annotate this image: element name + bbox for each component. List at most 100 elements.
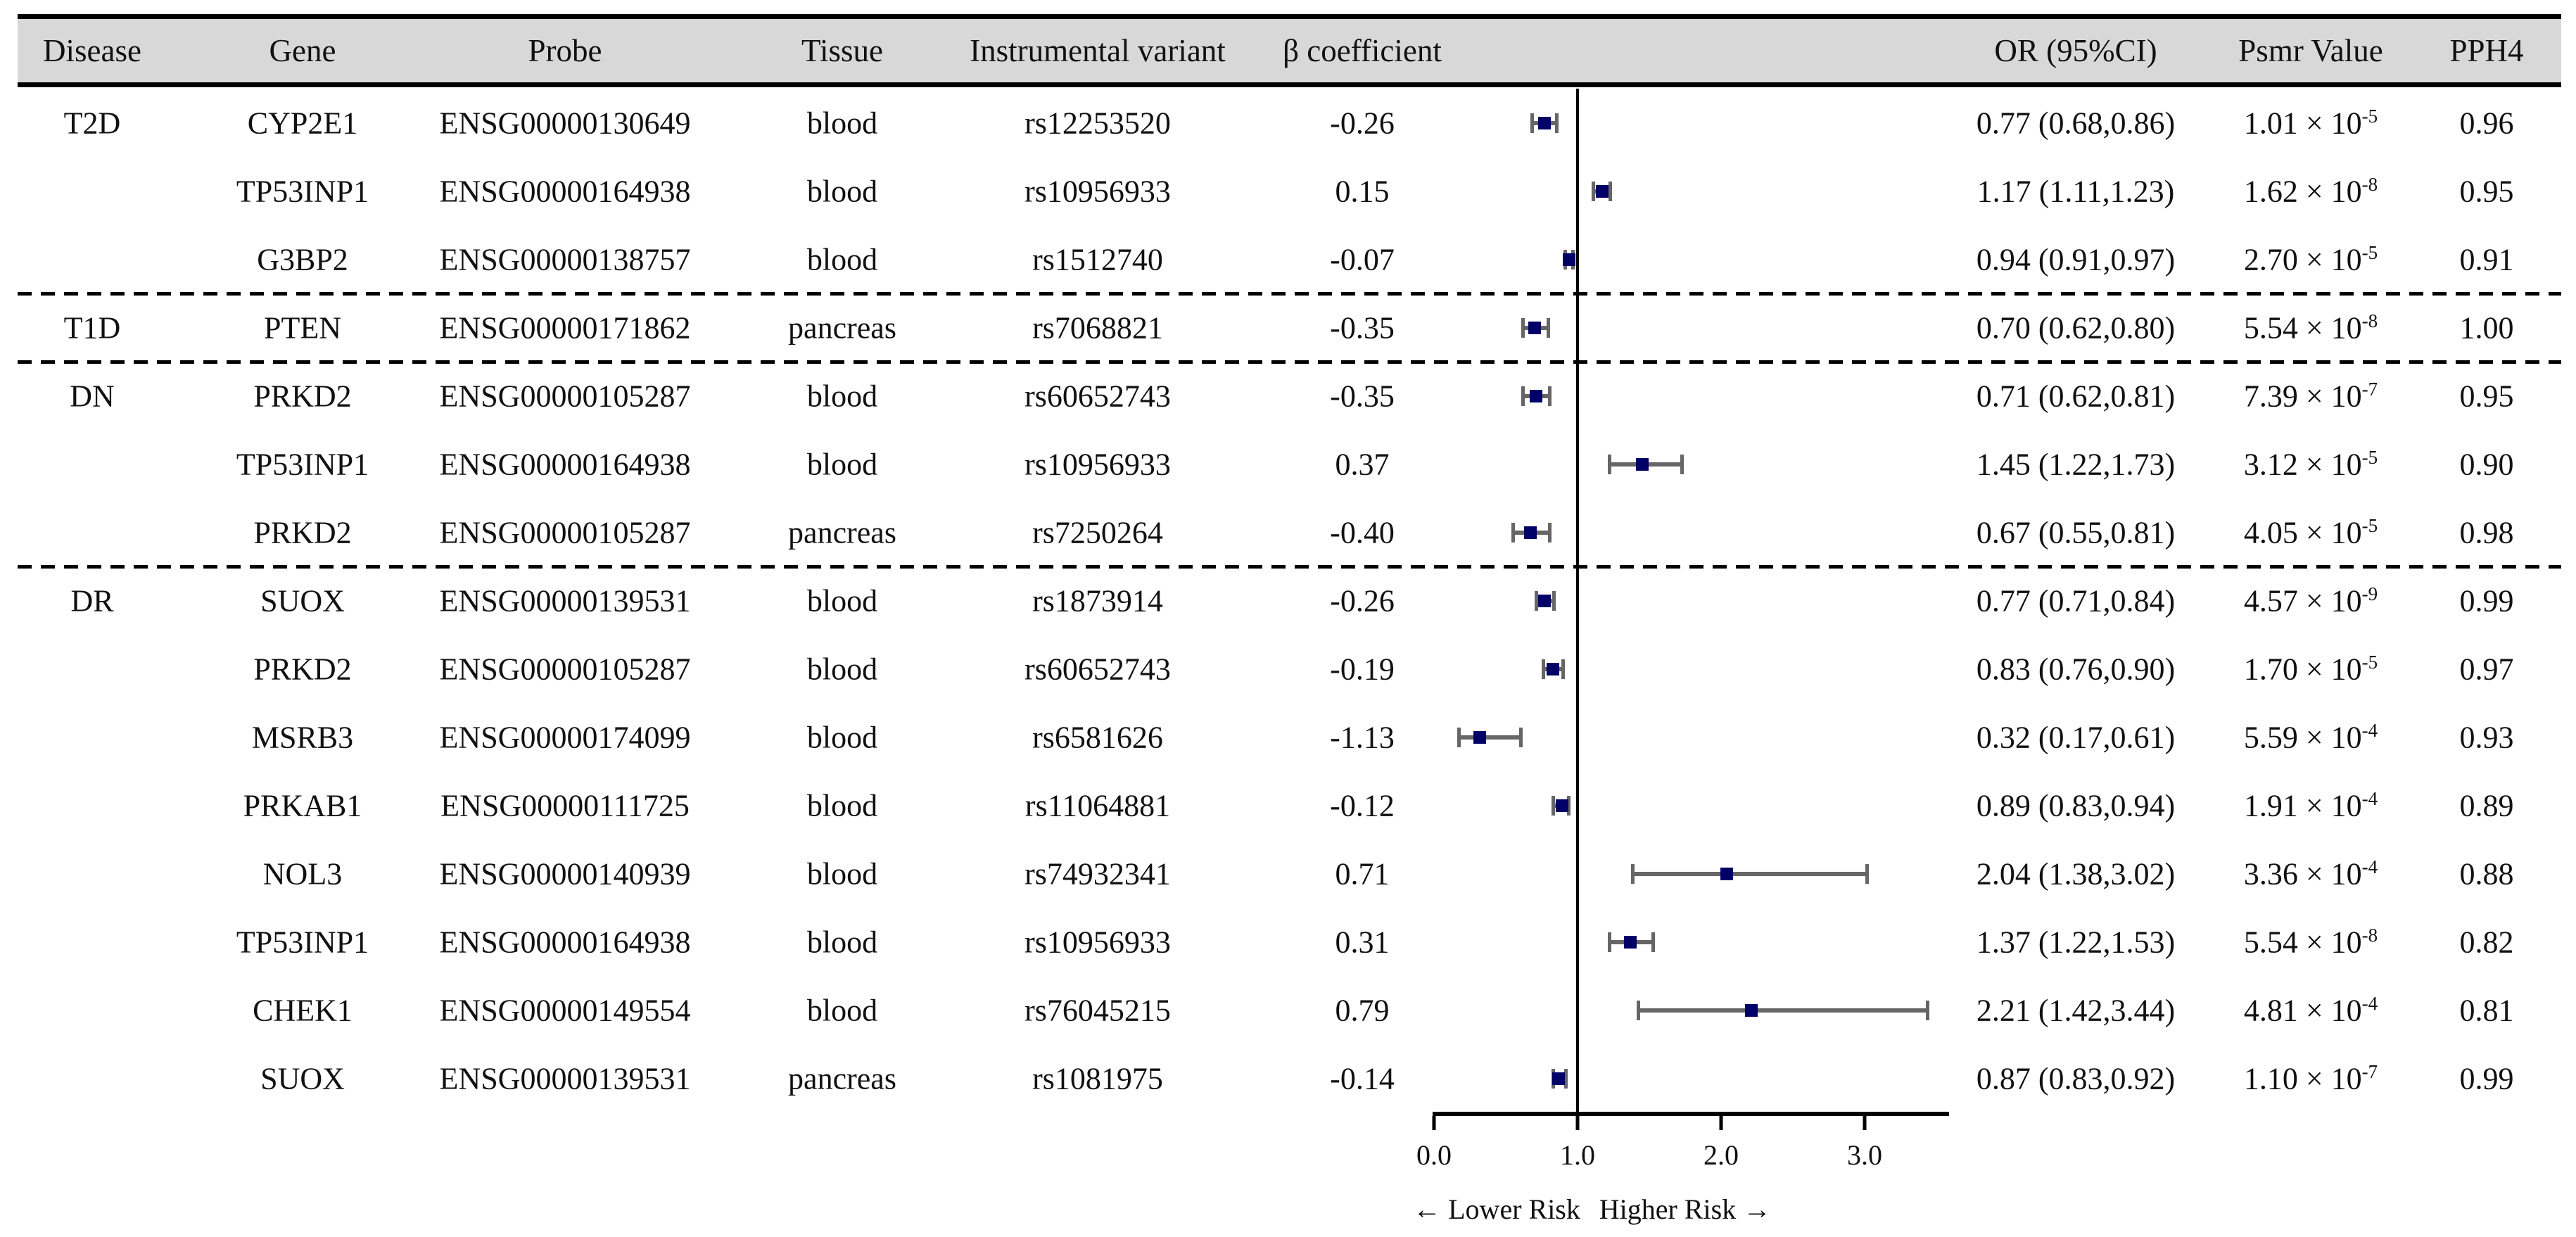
- x-axis-line: [1433, 1112, 1949, 1116]
- tissue-cell: blood: [806, 856, 878, 891]
- psmr-cell: 4.81 × 10-4: [2244, 992, 2378, 1028]
- or-ci-cell: 0.71 (0.62,0.81): [1976, 379, 2176, 413]
- ci-cap-high: [1561, 659, 1565, 679]
- ci-cap-low: [1521, 317, 1525, 338]
- variant-cell: rs74932341: [1024, 856, 1171, 891]
- psmr-exponent: -8: [2361, 173, 2378, 195]
- table-header-band: [18, 19, 2561, 82]
- pph4-cell: 0.81: [2459, 993, 2514, 1027]
- or-point-marker: [1744, 1003, 1758, 1017]
- axis-tick-label: 0.0: [1416, 1139, 1452, 1171]
- column-header-disease: Disease: [43, 33, 141, 68]
- gene-cell: PRKD2: [253, 379, 352, 413]
- table-row: DR SUOX ENSG00000139531 blood rs1873914 …: [0, 566, 2576, 635]
- table-row: CHEK1 ENSG00000149554 blood rs76045215 0…: [0, 976, 2576, 1044]
- ci-cap-low: [1592, 181, 1596, 201]
- or-point-marker: [1523, 526, 1537, 539]
- axis-tick: [1432, 1116, 1436, 1130]
- psmr-mantissa: 1.62: [2243, 174, 2298, 208]
- or-ci-cell: 1.45 (1.22,1.73): [1976, 447, 2176, 481]
- ci-cap-low: [1607, 454, 1611, 474]
- section-divider: [18, 360, 2561, 364]
- pph4-cell: 1.00: [2459, 310, 2514, 345]
- tissue-cell: blood: [806, 174, 878, 208]
- psmr-cell: 1.01 × 10-5: [2244, 105, 2378, 141]
- psmr-cell: 1.70 × 10-5: [2244, 651, 2378, 687]
- psmr-cell: 5.54 × 10-8: [2244, 310, 2378, 345]
- table-row: G3BP2 ENSG00000138757 blood rs1512740 -0…: [0, 225, 2576, 293]
- times-ten-text: × 10: [2297, 106, 2362, 140]
- variant-cell: rs60652743: [1024, 379, 1171, 413]
- ci-cap-high: [1548, 522, 1552, 543]
- probe-cell: ENSG00000164938: [439, 447, 691, 481]
- or-point-marker: [1528, 321, 1541, 334]
- psmr-mantissa: 1.10: [2243, 1061, 2298, 1096]
- psmr-exponent: -7: [2361, 1060, 2378, 1082]
- column-header-beta-coefficient: β coefficient: [1283, 33, 1442, 68]
- ci-cap-high: [1651, 932, 1656, 952]
- psmr-mantissa: 3.12: [2243, 447, 2298, 481]
- probe-cell: ENSG00000164938: [439, 174, 691, 208]
- table-row: TP53INP1 ENSG00000164938 blood rs1095693…: [0, 430, 2576, 498]
- pph4-cell: 0.82: [2459, 925, 2514, 959]
- or-point-marker: [1473, 730, 1487, 744]
- beta-cell: 0.31: [1335, 925, 1390, 959]
- gene-cell: SUOX: [260, 1061, 345, 1096]
- tissue-cell: blood: [806, 242, 878, 277]
- psmr-exponent: -9: [2361, 583, 2378, 604]
- psmr-cell: 1.62 × 10-8: [2244, 173, 2378, 209]
- ci-cap-high: [1552, 590, 1556, 611]
- times-ten-text: × 10: [2297, 174, 2362, 208]
- ci-cap-high: [1563, 1068, 1568, 1089]
- column-header-gene: Gene: [269, 33, 336, 68]
- or-ci-cell: 2.21 (1.42,3.44): [1976, 993, 2176, 1027]
- gene-cell: SUOX: [260, 583, 345, 618]
- or-ci-cell: 1.17 (1.11,1.23): [1977, 174, 2175, 208]
- disease-label: DN: [70, 379, 115, 413]
- probe-cell: ENSG00000171862: [439, 310, 691, 345]
- gene-cell: CYP2E1: [247, 106, 358, 140]
- probe-cell: ENSG00000138757: [439, 242, 691, 277]
- pph4-cell: 0.90: [2459, 447, 2514, 481]
- psmr-exponent: -5: [2361, 651, 2378, 673]
- ci-cap-high: [1555, 113, 1559, 133]
- psmr-mantissa: 3.36: [2243, 856, 2298, 891]
- pph4-cell: 0.96: [2459, 106, 2514, 140]
- times-ten-text: × 10: [2297, 310, 2362, 345]
- beta-cell: -0.26: [1330, 106, 1395, 140]
- psmr-exponent: -4: [2361, 787, 2378, 809]
- axis-tick: [1575, 1116, 1580, 1130]
- or-ci-cell: 0.67 (0.55,0.81): [1976, 515, 2176, 550]
- ci-cap-low: [1636, 1000, 1640, 1020]
- psmr-exponent: -8: [2361, 310, 2378, 331]
- psmr-exponent: -5: [2361, 514, 2378, 536]
- ci-cap-low: [1457, 727, 1461, 747]
- gene-cell: TP53INP1: [236, 174, 369, 208]
- psmr-exponent: -7: [2361, 378, 2378, 400]
- column-header-or-ci: OR (95%CI): [1994, 33, 2157, 68]
- table-row: NOL3 ENSG00000140939 blood rs74932341 0.…: [0, 839, 2576, 908]
- or-point-marker: [1552, 1072, 1566, 1085]
- table-row: TP53INP1 ENSG00000164938 blood rs1095693…: [0, 908, 2576, 976]
- variant-cell: rs10956933: [1024, 447, 1171, 481]
- tissue-cell: pancreas: [788, 310, 896, 345]
- psmr-cell: 7.39 × 10-7: [2244, 378, 2378, 414]
- probe-cell: ENSG00000130649: [439, 106, 691, 140]
- ci-cap-high: [1548, 386, 1552, 406]
- beta-cell: -1.13: [1330, 720, 1395, 754]
- lower-risk-label: ← Lower Risk: [1413, 1193, 1580, 1225]
- ci-cap-high: [1519, 727, 1523, 747]
- psmr-mantissa: 4.05: [2243, 515, 2298, 550]
- probe-cell: ENSG00000139531: [439, 1061, 691, 1096]
- tissue-cell: pancreas: [788, 515, 896, 550]
- ci-cap-high: [1547, 317, 1551, 338]
- disease-label: DR: [70, 583, 114, 618]
- variant-cell: rs7250264: [1032, 515, 1163, 550]
- pph4-cell: 0.98: [2459, 515, 2514, 550]
- tissue-cell: blood: [806, 788, 878, 823]
- psmr-exponent: -4: [2361, 856, 2378, 877]
- psmr-cell: 5.54 × 10-8: [2244, 924, 2378, 960]
- ci-cap-low: [1530, 113, 1534, 133]
- tissue-cell: blood: [806, 106, 878, 140]
